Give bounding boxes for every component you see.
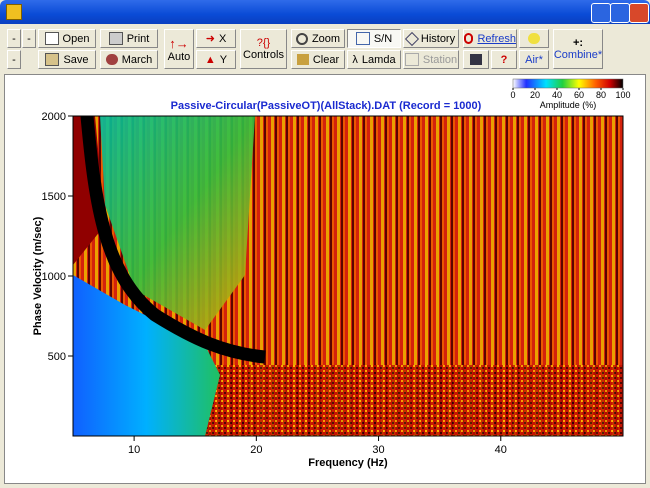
label: Combine* [553,49,603,61]
save-button[interactable]: Save [38,50,96,69]
air-button[interactable]: Air* [519,50,549,69]
open-button[interactable]: Open [38,29,96,48]
label: Save [63,53,89,66]
y-button[interactable]: ▲ Y [196,50,236,69]
x-tick-label: 40 [495,444,507,456]
label: Controls [243,49,284,61]
minimize-button[interactable] [591,3,611,23]
label: S/N [373,32,393,45]
x-tick-label: 10 [128,444,140,456]
label: March [121,53,153,66]
label: History [420,32,456,45]
label: Clear [312,53,340,66]
display-button[interactable] [463,50,489,69]
x-button[interactable]: ➜ X [196,29,236,48]
colorbar-tick-label: 100 [615,90,630,100]
y-tick-label: 1500 [42,191,66,203]
maximize-button[interactable] [610,3,630,23]
label: Station [422,53,458,66]
colorbar [512,78,624,89]
app-icon [6,4,22,20]
station-button[interactable]: Station [403,50,459,69]
march-button[interactable]: March [100,50,158,69]
zoom-button[interactable]: Zoom [291,29,345,48]
label: Refresh [477,32,516,45]
title-bar [0,0,650,24]
colorbar-tick-label: 60 [574,90,584,100]
label: Print [126,32,150,45]
label: Y [219,53,228,66]
x-axis-label: Frequency (Hz) [308,457,388,469]
colorbar-tick-label: 80 [596,90,606,100]
print-button[interactable]: Print [100,29,158,48]
x-tick-label: 20 [250,444,262,456]
y-axis-label: Phase Velocity (m/sec) [32,216,44,335]
lamda-button[interactable]: λ Lamda [347,50,401,69]
label: Open [62,32,90,45]
colorbar-label: Amplitude (%) [540,100,597,110]
colorbar-tick-label: 20 [530,90,540,100]
refresh-button[interactable]: Refresh [463,29,517,48]
label: Auto [167,50,191,63]
chart: 10 20 30 40500100015002000Passive-Circular(… [4,74,646,484]
colorbar-tick-label: 40 [552,90,562,100]
clear-button[interactable]: Clear [291,50,345,69]
x-tick-label: 30 [372,444,384,456]
help-button[interactable]: ? [491,50,517,69]
label: Zoom [311,32,341,45]
auto-button[interactable]: ↑→ Auto [164,29,194,69]
chart-title: Passive-Circular(PassiveOT)(AllStack).DA… [171,100,482,112]
sn-button[interactable]: S/N [347,29,401,48]
button[interactable]: - [22,29,36,48]
y-tick-label: 1000 [42,271,66,283]
controls-button[interactable]: ?{} Controls [240,29,287,69]
button[interactable]: - [7,29,21,48]
history-button[interactable]: History [403,29,459,48]
combine-button[interactable]: +: Combine* [553,29,603,69]
label: X [218,32,227,45]
button[interactable]: - [7,50,21,69]
label: Lamda [361,53,396,66]
y-tick-label: 500 [48,351,66,363]
close-button[interactable] [629,3,649,23]
y-tick-label: 2000 [42,111,66,123]
bulb-button[interactable] [519,29,549,48]
colorbar-tick-label: 0 [510,90,515,100]
heatmap-image [73,116,623,436]
